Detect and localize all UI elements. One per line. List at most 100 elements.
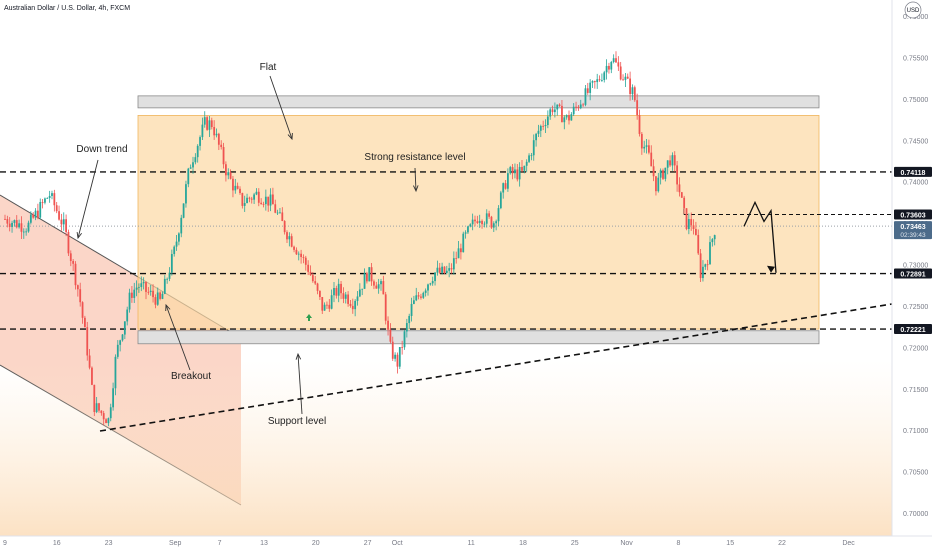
candle-body [471, 219, 474, 225]
candle-body [676, 165, 678, 185]
candle-body [495, 221, 498, 224]
candle-body [354, 300, 357, 310]
candle-body [4, 218, 6, 220]
candle-body [565, 115, 568, 118]
candle-body [142, 281, 145, 284]
candle-body [253, 194, 255, 200]
candle-body [375, 285, 378, 289]
candle-body [260, 202, 263, 205]
candle-body [626, 76, 629, 79]
candle-body [556, 104, 559, 110]
candle-body [178, 233, 180, 242]
candle-body [481, 220, 483, 225]
candle-body [321, 296, 324, 311]
y-tick-label: 0.73000 [903, 263, 928, 270]
candle-body [145, 281, 147, 292]
candle-body [44, 198, 46, 203]
candle-body [48, 195, 51, 198]
candle-body [358, 289, 361, 297]
time-axis-bg [0, 536, 932, 550]
currency-badge[interactable] [904, 1, 922, 19]
candle-body [300, 253, 302, 257]
candle-body [55, 205, 58, 212]
candle-body [192, 162, 194, 168]
candle-body [624, 76, 627, 80]
candle-body [173, 246, 176, 255]
candle-body [213, 127, 216, 136]
annotation-flat: Flat [260, 62, 277, 73]
candle-body [687, 219, 690, 229]
candle-body [269, 194, 272, 206]
support-zone-box [137, 330, 820, 345]
rising-trendline [99, 303, 893, 432]
price-tag-countdown: 02:39:43 [900, 232, 926, 239]
candle-body [351, 305, 354, 310]
candle-body [304, 257, 307, 265]
candle-body [368, 267, 371, 282]
candle-body [335, 287, 338, 296]
y-tick-label: 0.75000 [903, 97, 928, 104]
price-axis[interactable]: 0.760000.755000.750000.745000.740000.735… [891, 0, 932, 550]
candle-body [657, 177, 660, 192]
y-tick-label: 0.71000 [903, 428, 928, 435]
candle-body [450, 268, 453, 270]
candle-body [713, 235, 716, 240]
candle-body [706, 264, 709, 266]
candle-body [678, 184, 681, 193]
candle-body [121, 334, 124, 341]
annotation-breakout: Breakout [171, 371, 211, 382]
candle-body [8, 223, 11, 227]
candle-body [631, 87, 634, 95]
candle-body [347, 294, 349, 304]
candle-body [709, 242, 711, 265]
projection-path [743, 200, 777, 273]
candle-body [147, 291, 150, 293]
candle-body [702, 266, 704, 279]
candle-body [215, 133, 218, 136]
x-tick-label: 18 [519, 540, 527, 547]
candle-body [370, 267, 373, 282]
candle-body [51, 193, 53, 196]
x-tick-label: Sep [169, 540, 182, 547]
candle-body [405, 323, 408, 332]
candle-body [356, 296, 359, 301]
annotation-arrow [269, 75, 293, 140]
time-axis[interactable]: 9 16 23 Sep 7 13 20 27 Oct 11 18 25 Nov 8 15 22 Dec [0, 535, 932, 550]
annotation-arrow [414, 167, 417, 192]
candle-body [107, 418, 110, 424]
candle-body [13, 220, 16, 223]
candle-body [46, 197, 49, 199]
candle-body [638, 115, 641, 134]
price-tag-text: 0.74118 [901, 170, 926, 177]
candle-body [561, 105, 563, 123]
candle-body [29, 214, 32, 223]
candle-body [196, 145, 199, 158]
candle-body [187, 168, 190, 185]
candle-body [532, 140, 535, 156]
candle-body [109, 407, 112, 419]
candle-body [349, 303, 352, 306]
candle-body [25, 231, 28, 233]
candle-body [128, 292, 131, 310]
candle-body [563, 117, 566, 123]
candle-body [570, 114, 573, 121]
candle-body [655, 176, 657, 192]
candle-body [330, 295, 333, 309]
candle-body [53, 193, 56, 206]
candle-body [619, 66, 622, 80]
lower-fade-region [0, 360, 892, 536]
candle-body [133, 289, 136, 298]
candle-body [692, 225, 695, 229]
candle-body [297, 253, 300, 255]
candle-body [403, 331, 406, 348]
candle-body [622, 79, 624, 81]
candle-body [342, 293, 345, 299]
candle-body [199, 137, 201, 146]
price-tag-text: 0.72221 [900, 327, 925, 334]
candle-body [415, 295, 418, 301]
y-tick-label: 0.72000 [903, 345, 928, 352]
candle-body [62, 219, 65, 225]
candle-body [41, 202, 44, 203]
